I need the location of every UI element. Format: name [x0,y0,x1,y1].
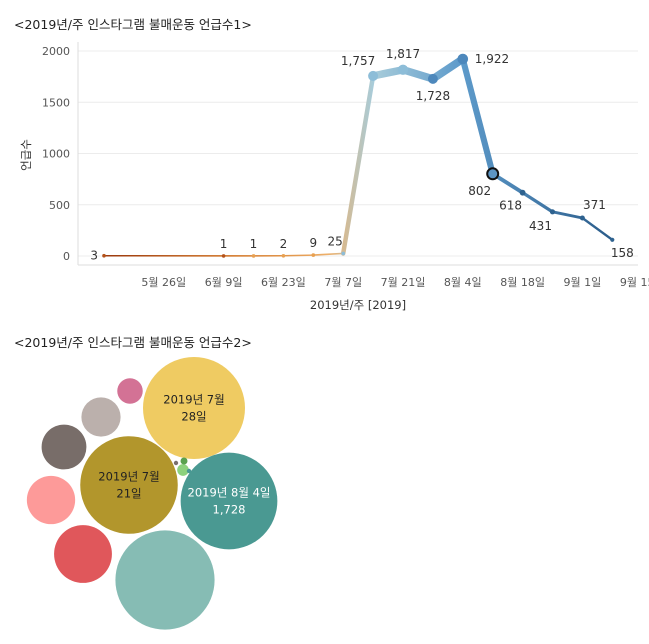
series-line-segment [282,254,315,257]
bubble[interactable] [26,475,76,525]
data-label: 3 [90,249,98,263]
data-point[interactable] [427,73,438,84]
y-tick-label: 2000 [42,45,70,58]
data-point[interactable] [311,253,316,257]
data-label: 802 [468,184,491,198]
x-tick-label: 9월 15일 [620,275,649,289]
bubble[interactable] [41,424,87,470]
data-label: 1 [250,237,258,251]
data-label: 1,817 [386,47,420,61]
x-tick-label: 6월 9일 [205,275,243,289]
data-point[interactable] [457,53,469,65]
bubble[interactable] [80,436,178,534]
y-tick-label: 500 [49,199,70,212]
bubble-label: 28일 [181,410,206,424]
data-point[interactable] [281,253,286,258]
x-axis-title: 2019년/주 [2019] [310,298,406,312]
bubble[interactable] [117,378,143,404]
bubble[interactable] [81,397,121,437]
bubble[interactable] [186,468,192,474]
bubble[interactable] [173,460,179,466]
x-tick-label: 9월 1일 [564,275,602,289]
data-label: 371 [583,198,606,212]
data-point[interactable] [221,254,226,258]
bubble[interactable] [177,464,189,476]
y-axis-title: 언급수 [19,139,33,171]
bubble-label: 1,728 [213,503,246,517]
x-tick-label: 8월 4일 [444,275,482,289]
data-label: 1 [220,237,228,251]
bubble-label: 2019년 7월 [163,393,224,407]
data-label: 2 [280,237,288,251]
data-label: 1,922 [475,52,509,66]
x-tick-label: 8월 18일 [500,275,545,289]
data-label: 618 [499,199,522,213]
data-point[interactable] [397,64,409,75]
series-line-segment [429,55,467,83]
bubble-label: 2019년 7월 [98,470,159,484]
bubble[interactable] [180,452,278,550]
data-point[interactable] [549,209,556,215]
data-label: 25 [328,234,343,248]
y-tick-label: 1000 [42,148,70,161]
series-line-segment [459,55,496,177]
bubble-label: 2019년 8월 4일 [188,486,271,500]
data-label: 1,757 [341,54,375,68]
bubble[interactable] [54,525,112,583]
x-tick-label: 7월 21일 [381,275,426,289]
bubble[interactable] [115,530,215,630]
data-point[interactable] [519,189,526,196]
y-tick-label: 1500 [42,96,70,109]
series-line-segment [340,73,376,256]
series-line-segment [581,216,614,242]
y-tick-label: 0 [63,250,70,263]
series-line-segment [551,210,584,220]
data-point[interactable] [579,215,585,221]
data-point[interactable] [102,253,106,258]
chart2-title: <2019년/주 인스타그램 불매운동 언급수2> [14,335,252,350]
bubble-label: 21일 [116,487,141,501]
series-line-segment [520,191,555,214]
data-point[interactable] [251,254,256,258]
data-point[interactable] [368,70,379,81]
series-line-segment [399,66,437,83]
x-tick-label: 5월 26일 [141,275,186,289]
data-point[interactable] [341,251,346,256]
x-tick-label: 6월 23일 [261,275,306,289]
data-point-highlighted[interactable] [486,167,500,181]
series-line-segment [312,252,344,256]
data-label: 431 [529,219,552,233]
x-tick-label: 7월 7일 [324,275,362,289]
bubble[interactable] [143,357,245,459]
data-label: 158 [611,246,634,260]
data-label: 9 [309,236,317,250]
chart1-title: <2019년/주 인스타그램 불매운동 언급수1> [14,17,252,32]
data-label: 1,728 [416,89,450,103]
line-chart: 0 500 1000 1500 2000 5월 26일 6월 9일 6월 23일 7월 7일 7월… [19,42,649,312]
data-point[interactable] [610,237,615,242]
bubble[interactable] [180,457,188,465]
